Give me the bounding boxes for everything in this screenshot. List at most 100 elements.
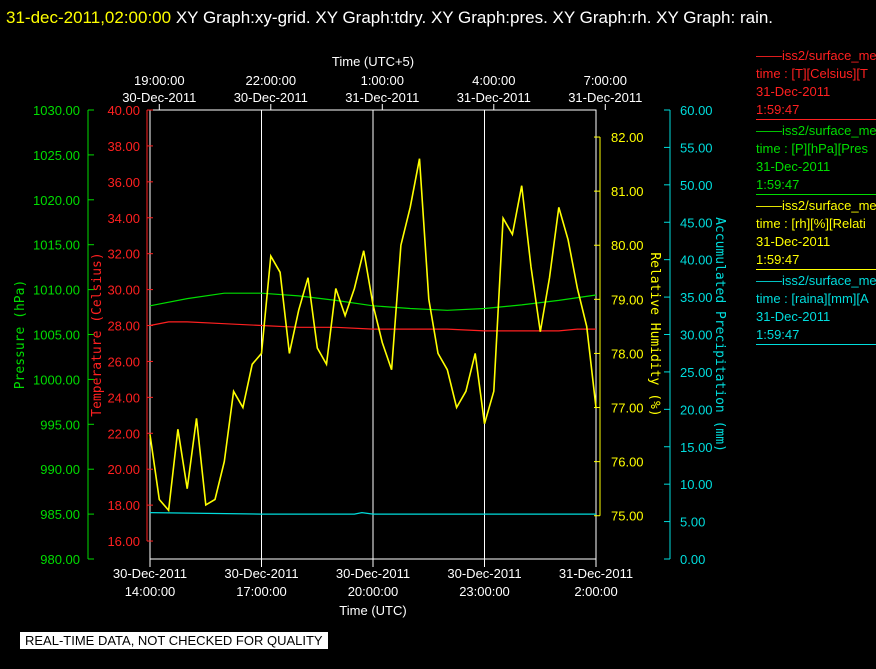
x-top-tick-label: 30-Dec-2011 (234, 90, 308, 105)
legend-text: ——iss2/surface_me (756, 48, 876, 63)
pressure-tick-label: 1010.00 (33, 283, 80, 298)
temperature-tick-label: 26.00 (107, 354, 140, 369)
pressure-tick-label: 1025.00 (33, 148, 80, 163)
graph-list: XY Graph:xy-grid. XY Graph:tdry. XY Grap… (175, 8, 774, 27)
precip-tick-label: 60.00 (680, 103, 713, 118)
x-top-tick-label: 31-Dec-2011 (457, 90, 531, 105)
x-tick-label: 30-Dec-2011 (447, 566, 521, 581)
series-line-precip (149, 511, 596, 515)
legend-text: time : [rh][%][Relati (756, 216, 866, 231)
precip-tick-label: 10.00 (680, 477, 713, 492)
legend-text: 31-Dec-2011 (756, 234, 831, 249)
x-axis-title: Time (UTC) (339, 603, 406, 618)
x-tick-label: 30-Dec-2011 (113, 566, 187, 581)
pressure-tick-label: 980.00 (40, 552, 80, 567)
precip-tick-label: 40.00 (680, 253, 713, 268)
humidity-tick-label: 75.00 (611, 509, 644, 524)
x-tick-label: 31-Dec-2011 (559, 566, 633, 581)
quality-notice: REAL-TIME DATA, NOT CHECKED FOR QUALITY (20, 632, 328, 649)
temperature-tick-label: 38.00 (107, 139, 140, 154)
precip-tick-label: 25.00 (680, 365, 713, 380)
precip-tick-label: 20.00 (680, 402, 713, 417)
temperature-tick-label: 20.00 (107, 462, 140, 477)
precip-tick-label: 35.00 (680, 290, 713, 305)
timestamp: 31-dec-2011,02:00:00 (6, 8, 172, 27)
x-tick-label: 30-Dec-2011 (336, 566, 410, 581)
precip-tick-label: 5.00 (680, 515, 705, 530)
precip-axis-title: Accumulated Precipitation (mm) (712, 217, 727, 452)
legend-text: 1:59:47 (756, 252, 800, 267)
humidity-tick-label: 82.00 (611, 130, 644, 145)
x-tick-label: 23:00:00 (459, 584, 510, 599)
humidity-tick-label: 80.00 (611, 238, 644, 253)
precip-tick-label: 15.00 (680, 440, 713, 455)
legend-text: 1:59:47 (756, 177, 800, 192)
pressure-tick-label: 985.00 (40, 507, 80, 522)
legend-text: 31-Dec-2011 (756, 309, 831, 324)
x-tick-label: 30-Dec-2011 (224, 566, 298, 581)
pressure-tick-label: 1015.00 (33, 238, 80, 253)
legend-text: 31-Dec-2011 (756, 159, 831, 174)
pressure-tick-label: 1020.00 (33, 193, 80, 208)
temperature-tick-label: 40.00 (107, 103, 140, 118)
legend: ——iss2/surface_me time : [T][Celsius][T 31… (756, 47, 876, 347)
x-top-axis-title: Time (UTC+5) (332, 54, 414, 69)
legend-text: 31-Dec-2011 (756, 84, 831, 99)
precip-tick-label: 50.00 (680, 178, 713, 193)
pressure-tick-label: 990.00 (40, 462, 80, 477)
series-line-temperature (149, 321, 596, 332)
graph-title: 31-dec-2011,02:00:00 XY Graph:xy-grid. X… (6, 3, 856, 32)
x-top-tick-label: 31-Dec-2011 (345, 90, 419, 105)
x-tick-label: 2:00:00 (574, 584, 617, 599)
x-top-tick-label: 31-Dec-2011 (568, 90, 642, 105)
temperature-tick-label: 30.00 (107, 283, 140, 298)
legend-text: time : [P][hPa][Pres (756, 141, 868, 156)
precip-tick-label: 30.00 (680, 328, 713, 343)
temperature-tick-label: 16.00 (107, 534, 140, 549)
humidity-tick-label: 78.00 (611, 346, 644, 361)
temperature-tick-label: 18.00 (107, 498, 140, 513)
humidity-tick-label: 79.00 (611, 292, 644, 307)
humidity-tick-label: 76.00 (611, 455, 644, 470)
legend-text: time : [T][Celsius][T (756, 66, 868, 81)
x-top-tick-label: 30-Dec-2011 (122, 90, 196, 105)
humidity-tick-label: 81.00 (611, 184, 644, 199)
legend-text: ——iss2/surface_me (756, 123, 876, 138)
legend-text: time : [raina][mm][A (756, 291, 869, 306)
pressure-tick-label: 1000.00 (33, 372, 80, 387)
legend-text: 1:59:47 (756, 102, 800, 117)
pressure-tick-label: 1005.00 (33, 328, 80, 343)
legend-text: ——iss2/surface_me (756, 198, 876, 213)
x-top-tick-label: 1:00:00 (361, 73, 404, 88)
temperature-tick-label: 36.00 (107, 175, 140, 190)
series-line-humidity (149, 158, 597, 513)
temperature-tick-label: 22.00 (107, 426, 140, 441)
x-top-tick-label: 19:00:00 (134, 73, 185, 88)
temperature-tick-label: 24.00 (107, 390, 140, 405)
pressure-tick-label: 995.00 (40, 417, 80, 432)
temperature-tick-label: 28.00 (107, 319, 140, 334)
temperature-tick-label: 32.00 (107, 247, 140, 262)
pressure-axis-title: Pressure (hPa) (13, 280, 28, 390)
x-top-tick-label: 4:00:00 (472, 73, 515, 88)
precip-tick-label: 55.00 (680, 140, 713, 155)
x-tick-label: 14:00:00 (125, 584, 176, 599)
humidity-axis-title: Relative Humidity (%) (647, 252, 662, 416)
x-tick-label: 20:00:00 (348, 584, 399, 599)
humidity-tick-label: 77.00 (611, 401, 644, 416)
temperature-tick-label: 34.00 (107, 211, 140, 226)
x-tick-label: 17:00:00 (236, 584, 287, 599)
x-top-tick-label: 7:00:00 (584, 73, 627, 88)
precip-tick-label: 0.00 (680, 552, 705, 567)
precip-tick-label: 45.00 (680, 215, 713, 230)
legend-text: ——iss2/surface_me (756, 273, 876, 288)
pressure-tick-label: 1030.00 (33, 103, 80, 118)
x-top-tick-label: 22:00:00 (245, 73, 296, 88)
temperature-axis-title: Temperature (Celsius) (90, 252, 105, 416)
legend-text: 1:59:47 (756, 327, 800, 342)
